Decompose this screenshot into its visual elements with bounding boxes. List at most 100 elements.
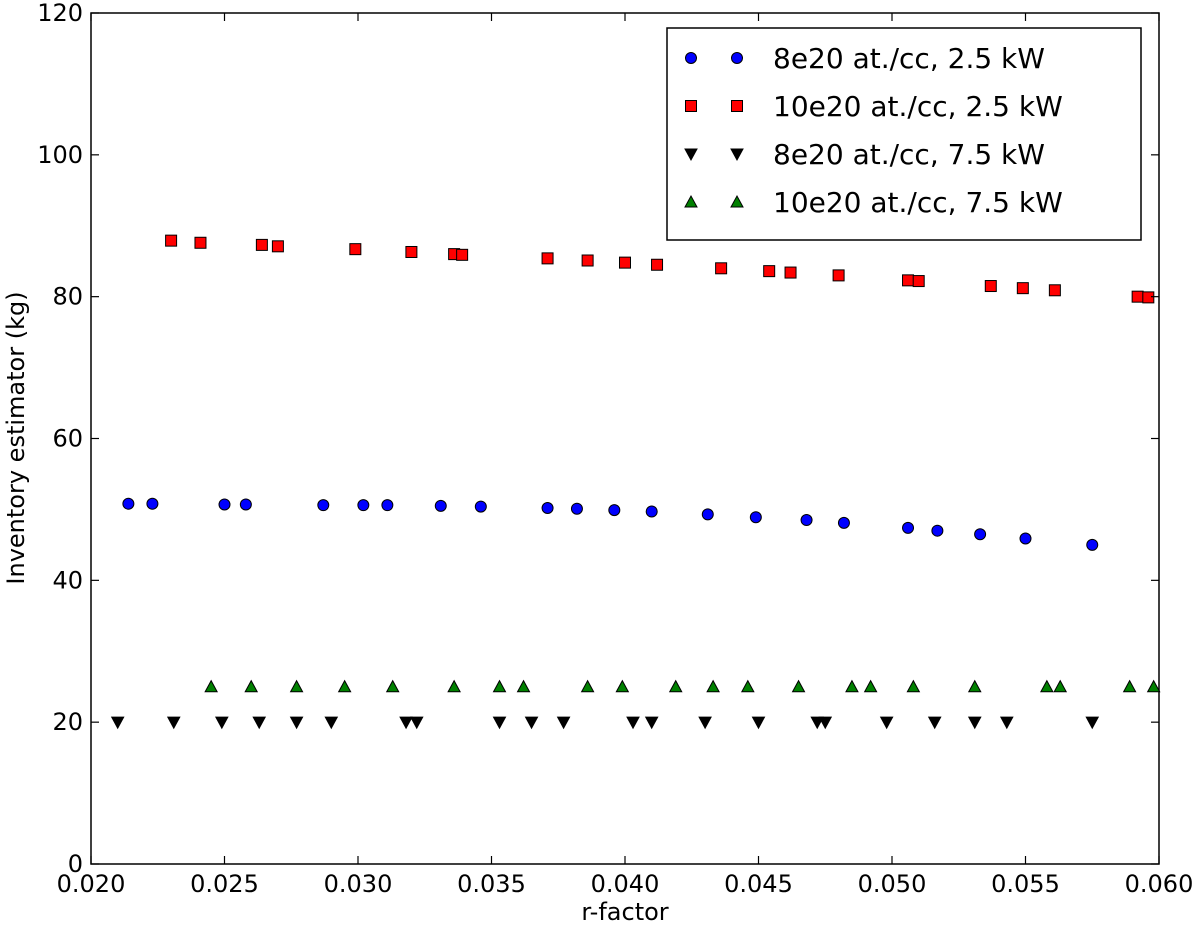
data-point [381, 499, 394, 512]
data-point [110, 716, 125, 730]
data-point [740, 679, 755, 693]
data-point [912, 275, 925, 288]
data-point [337, 679, 352, 693]
data-point [541, 252, 554, 265]
legend-marker [730, 194, 744, 208]
legend-label: 10e20 at./cc, 7.5 kW [773, 186, 1063, 219]
data-point [931, 524, 944, 537]
data-point [832, 269, 845, 282]
data-point [1016, 282, 1029, 295]
data-point [289, 716, 304, 730]
legend-box [666, 27, 1142, 241]
legend-label: 10e20 at./cc, 2.5 kW [773, 90, 1063, 123]
x-tick-label: 0.035 [457, 870, 526, 898]
data-point [615, 679, 630, 693]
data-point [317, 499, 330, 512]
x-tick-label: 0.045 [724, 870, 793, 898]
data-point [165, 234, 178, 247]
y-tick-label: 20 [52, 708, 83, 736]
data-point [1131, 290, 1144, 303]
data-point [255, 238, 268, 251]
data-point [524, 716, 539, 730]
data-point [902, 521, 915, 534]
x-tick-label: 0.050 [858, 870, 927, 898]
data-point [999, 716, 1014, 730]
data-point [715, 262, 728, 275]
data-point [492, 679, 507, 693]
data-point [651, 258, 664, 271]
series-4 [204, 679, 1161, 693]
data-point [879, 716, 894, 730]
data-point [409, 716, 424, 730]
data-point [1122, 679, 1137, 693]
y-tick-label: 100 [37, 141, 83, 169]
data-point [166, 716, 181, 730]
data-point [218, 498, 231, 511]
data-point [619, 256, 631, 269]
legend-label: 8e20 at./cc, 2.5 kW [773, 42, 1045, 75]
x-tick-label: 0.055 [991, 870, 1060, 898]
legend-marker [685, 100, 697, 112]
data-point [399, 716, 413, 730]
legend: 8e20 at./cc, 2.5 kW 10e20 at./cc, 2.5 kW 8… [666, 27, 1142, 241]
legend-label: 8e20 at./cc, 7.5 kW [773, 138, 1045, 171]
data-point [927, 716, 942, 730]
data-point [1142, 291, 1155, 304]
series-2 [165, 234, 1155, 304]
legend-item: 10e20 at./cc, 7.5 kW [684, 186, 1063, 219]
legend-marker [684, 148, 698, 162]
x-tick-label: 0.030 [324, 870, 393, 898]
legend-item: 8e20 at./cc, 7.5 kW [684, 138, 1045, 171]
data-point [863, 679, 878, 693]
data-point [271, 240, 284, 253]
x-axis-title: r-factor [581, 898, 668, 926]
data-point [706, 679, 720, 693]
data-point [763, 265, 776, 278]
legend-marker [731, 100, 743, 112]
data-point [349, 243, 362, 256]
legend-marker [684, 194, 698, 208]
data-point [204, 679, 218, 693]
data-point [239, 498, 252, 511]
data-point [668, 679, 683, 693]
legend-item: 8e20 at./cc, 2.5 kW [685, 42, 1045, 75]
data-point [800, 514, 813, 527]
data-point [751, 716, 766, 730]
data-point [784, 266, 797, 279]
legend-marker [731, 52, 743, 64]
data-point [456, 248, 469, 261]
data-point [516, 679, 531, 693]
data-point [644, 716, 659, 730]
data-point [434, 499, 447, 512]
data-point [818, 716, 833, 730]
x-tick-label: 0.040 [591, 870, 660, 898]
legend-item: 10e20 at./cc, 2.5 kW [685, 90, 1063, 123]
data-point [405, 245, 418, 258]
data-point [967, 679, 982, 693]
data-point [447, 679, 461, 693]
data-point [1019, 532, 1032, 545]
data-point [974, 528, 987, 541]
data-point [580, 679, 595, 693]
x-tick-label: 0.060 [1125, 870, 1194, 898]
data-point [608, 504, 621, 517]
data-point [541, 501, 554, 514]
data-point [701, 508, 714, 521]
data-point [626, 716, 640, 730]
data-point [749, 511, 762, 524]
data-point [906, 679, 921, 693]
x-axis: 0.020 0.025 0.030 0.035 0.040 0.045 0.050 0.055… [57, 13, 1194, 898]
legend-marker [730, 148, 744, 162]
data-point [791, 679, 806, 693]
data-point [385, 679, 400, 693]
y-tick-label: 0 [68, 850, 83, 878]
data-point [474, 500, 487, 513]
data-point [967, 716, 982, 730]
data-point [645, 505, 658, 518]
y-axis: 0 20 40 60 80 100 120 [37, 0, 1159, 878]
data-point [146, 497, 159, 510]
data-point [244, 679, 259, 693]
y-tick-label: 60 [52, 425, 83, 453]
data-point [1086, 538, 1099, 551]
